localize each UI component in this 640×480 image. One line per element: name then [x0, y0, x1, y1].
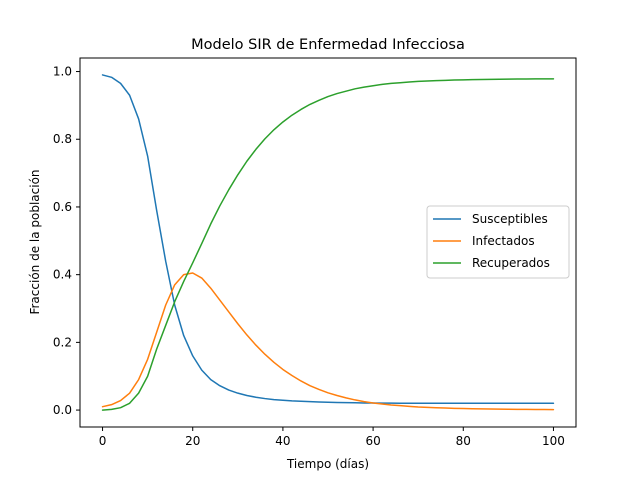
y-tick-label: 0.0 — [53, 403, 72, 417]
x-tick-label: 100 — [542, 434, 565, 448]
legend-label: Susceptibles — [472, 212, 548, 226]
series-line-infectados — [101, 272, 555, 411]
y-tick-label: 0.4 — [53, 268, 72, 282]
x-tick-label: 20 — [185, 434, 200, 448]
x-tick-label: 80 — [456, 434, 471, 448]
x-axis-label: Tiempo (días) — [286, 457, 369, 471]
y-axis: 0.0 0.2 0.4 0.6 0.8 1.0 — [53, 65, 80, 417]
y-tick-label: 0.6 — [53, 200, 72, 214]
legend-label: Recuperados — [472, 256, 550, 270]
series-line-recuperados — [101, 78, 555, 411]
x-tick-label: 40 — [275, 434, 290, 448]
y-tick-label: 0.2 — [53, 335, 72, 349]
y-tick-label: 1.0 — [53, 65, 72, 79]
series-line-susceptibles — [101, 74, 555, 405]
legend: Susceptibles Infectados Recuperados — [426, 205, 570, 279]
legend-label: Infectados — [472, 234, 535, 248]
legend-box — [426, 205, 570, 279]
plot-area — [101, 74, 555, 411]
chart-title: Modelo SIR de Enfermedad Infecciosa — [191, 37, 465, 53]
x-tick-label: 0 — [99, 434, 107, 448]
x-axis: 0 20 40 60 80 100 — [99, 427, 565, 448]
y-axis-label: Fracción de la población — [28, 169, 42, 314]
x-tick-label: 60 — [365, 434, 380, 448]
plot-frame — [79, 57, 577, 428]
y-tick-label: 0.8 — [53, 132, 72, 146]
